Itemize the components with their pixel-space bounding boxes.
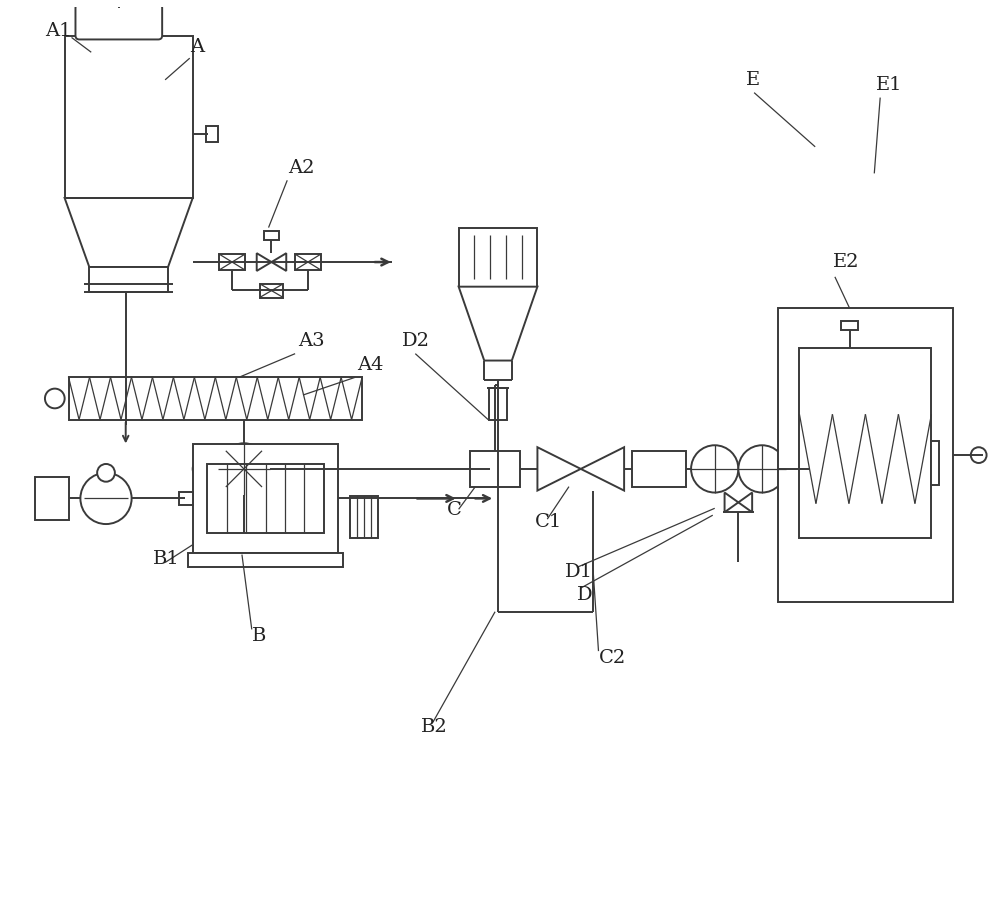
Bar [459, 227, 537, 286]
Bar [206, 126, 218, 142]
Text: B2: B2 [421, 718, 448, 736]
Text: C1: C1 [534, 513, 562, 531]
Text: D: D [577, 586, 592, 604]
FancyBboxPatch shape [75, 4, 162, 40]
Bar [931, 442, 939, 484]
Text: D2: D2 [402, 332, 430, 350]
Polygon shape [459, 286, 537, 360]
Bar [35, 477, 69, 520]
Bar [295, 254, 321, 270]
Bar [188, 553, 343, 567]
Polygon shape [581, 447, 624, 491]
Polygon shape [271, 253, 286, 271]
Bar [219, 254, 245, 270]
Text: A3: A3 [298, 332, 325, 350]
Bar [65, 35, 193, 198]
Circle shape [80, 473, 132, 524]
Polygon shape [257, 253, 271, 271]
Circle shape [97, 464, 115, 481]
Text: E: E [746, 71, 760, 89]
Polygon shape [537, 447, 581, 491]
Text: E2: E2 [833, 253, 859, 271]
Bar [69, 377, 362, 419]
Circle shape [218, 444, 270, 494]
Circle shape [193, 459, 212, 479]
Text: B1: B1 [153, 551, 180, 568]
Bar [89, 267, 168, 292]
Bar [264, 230, 279, 240]
Bar [489, 388, 507, 419]
Bar [632, 451, 686, 487]
Text: A1: A1 [45, 21, 71, 40]
Bar [778, 309, 953, 602]
Text: B: B [252, 627, 266, 645]
Text: C: C [447, 501, 462, 519]
Bar [799, 347, 931, 538]
Text: A2: A2 [288, 160, 315, 177]
Circle shape [45, 389, 65, 408]
Text: A4: A4 [357, 357, 384, 374]
Bar [207, 464, 324, 533]
Text: C2: C2 [598, 649, 626, 667]
Bar [193, 444, 338, 553]
Bar [470, 451, 520, 487]
Bar [350, 496, 378, 538]
Text: A: A [190, 38, 204, 56]
Bar [260, 284, 283, 298]
Circle shape [971, 447, 987, 463]
Circle shape [738, 445, 786, 492]
Polygon shape [65, 198, 193, 267]
Polygon shape [738, 492, 752, 512]
Circle shape [691, 445, 738, 492]
Text: D1: D1 [565, 564, 593, 581]
Bar [841, 322, 858, 330]
Bar [179, 492, 193, 505]
Polygon shape [725, 492, 738, 512]
Text: E1: E1 [876, 76, 903, 93]
